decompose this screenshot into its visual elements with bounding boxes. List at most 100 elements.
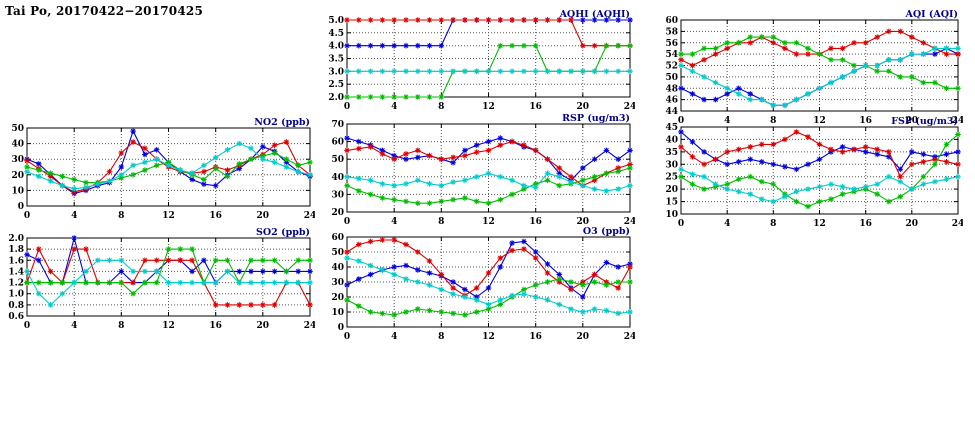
svg-text:8: 8 — [770, 219, 776, 229]
svg-text:0: 0 — [678, 219, 684, 229]
svg-text:70: 70 — [331, 120, 344, 130]
svg-text:20: 20 — [331, 208, 344, 218]
svg-text:20: 20 — [11, 171, 24, 181]
svg-text:0: 0 — [344, 102, 350, 112]
svg-text:25: 25 — [665, 173, 678, 183]
svg-text:20: 20 — [577, 332, 590, 342]
svg-text:50: 50 — [331, 248, 344, 258]
svg-text:24: 24 — [952, 116, 963, 126]
chart-so2: 0 4 8 12 16 20 24 0.6 0.8 1.0 1.2 1.4 1.6 1.8 2.0 SO2 (… — [0, 226, 315, 333]
svg-text:30: 30 — [665, 160, 678, 170]
svg-text:1.0: 1.0 — [8, 290, 24, 300]
svg-text:20: 20 — [257, 321, 270, 331]
svg-text:4: 4 — [391, 332, 397, 342]
svg-text:30: 30 — [331, 190, 344, 200]
svg-text:2.5: 2.5 — [328, 80, 344, 90]
svg-text:4.5: 4.5 — [328, 29, 344, 39]
svg-text:50: 50 — [11, 124, 24, 134]
svg-text:20: 20 — [665, 185, 678, 195]
svg-text:54: 54 — [665, 50, 678, 60]
svg-text:46: 46 — [665, 96, 678, 106]
svg-text:0: 0 — [338, 323, 344, 333]
svg-text:20: 20 — [331, 293, 344, 303]
svg-text:4: 4 — [724, 219, 730, 229]
o3-plot: 0 4 8 12 16 20 24 0 10 20 30 40 50 60 O3 (ppb) — [331, 226, 635, 342]
svg-text:2.0: 2.0 — [328, 93, 344, 103]
so2-plot: 0 4 8 12 16 20 24 0.60.81.01.2 1.41.61.82.0 SO2 (… — [8, 227, 315, 331]
svg-text:24: 24 — [624, 102, 635, 112]
svg-text:12: 12 — [813, 116, 826, 126]
svg-text:O3 (ppb): O3 (ppb) — [583, 226, 630, 237]
svg-text:16: 16 — [529, 332, 542, 342]
svg-text:AQHI (AQHI): AQHI (AQHI) — [559, 9, 630, 20]
svg-text:44: 44 — [665, 107, 678, 117]
svg-text:8: 8 — [438, 332, 444, 342]
svg-text:8: 8 — [118, 321, 124, 331]
no2-plot: 0 4 8 12 16 20 24 0 10 20 30 40 50 NO2 (ppb) — [11, 117, 315, 221]
svg-text:3.0: 3.0 — [328, 67, 344, 77]
svg-text:8: 8 — [770, 116, 776, 126]
svg-text:24: 24 — [624, 217, 635, 227]
svg-text:20: 20 — [577, 217, 590, 227]
svg-text:50: 50 — [665, 73, 678, 83]
svg-text:NO2 (ppb): NO2 (ppb) — [254, 117, 310, 128]
svg-text:16: 16 — [209, 321, 222, 331]
svg-text:20: 20 — [257, 211, 270, 221]
svg-text:3.5: 3.5 — [328, 55, 344, 65]
svg-text:52: 52 — [665, 62, 678, 72]
svg-text:16: 16 — [529, 102, 542, 112]
svg-text:5.0: 5.0 — [328, 16, 344, 26]
svg-text:48: 48 — [665, 84, 678, 94]
svg-text:8: 8 — [438, 217, 444, 227]
svg-text:12: 12 — [482, 217, 495, 227]
svg-text:30: 30 — [331, 278, 344, 288]
svg-text:12: 12 — [482, 102, 495, 112]
svg-text:2.0: 2.0 — [8, 234, 24, 244]
svg-text:8: 8 — [118, 211, 124, 221]
svg-text:30: 30 — [11, 155, 24, 165]
svg-text:10: 10 — [665, 210, 678, 220]
svg-text:40: 40 — [331, 173, 344, 183]
svg-text:40: 40 — [331, 263, 344, 273]
svg-text:10: 10 — [331, 308, 344, 318]
svg-text:24: 24 — [624, 332, 635, 342]
svg-text:15: 15 — [665, 198, 678, 208]
svg-text:24: 24 — [304, 211, 315, 221]
svg-text:58: 58 — [665, 27, 678, 37]
svg-text:1.6: 1.6 — [8, 256, 24, 266]
svg-text:0.6: 0.6 — [8, 312, 24, 322]
chart-aqhi: 0 4 8 12 16 20 24 2.0 2.5 3.0 3.5 4.0 4.5 5.0 AQHI (AQ… — [320, 8, 635, 114]
svg-text:0: 0 — [344, 332, 350, 342]
svg-text:56: 56 — [665, 39, 678, 49]
svg-text:40: 40 — [665, 135, 678, 145]
svg-text:60: 60 — [331, 233, 344, 243]
chart-no2: 0 4 8 12 16 20 24 0 10 20 30 40 50 NO2 (ppb) — [0, 116, 315, 223]
chart-fsp: 0 4 8 12 16 20 24 10 15 20 25 30 35 40 45 FSP (ug/m3) — [654, 115, 963, 231]
svg-text:45: 45 — [665, 123, 678, 133]
svg-text:0: 0 — [678, 116, 684, 126]
svg-text:35: 35 — [665, 148, 678, 158]
chart-o3: 0 4 8 12 16 20 24 0 10 20 30 40 50 60 O3 (ppb) — [320, 225, 635, 344]
svg-text:RSP (ug/m3): RSP (ug/m3) — [562, 113, 630, 124]
svg-text:4.0: 4.0 — [328, 42, 344, 52]
svg-text:4: 4 — [71, 211, 77, 221]
svg-text:4: 4 — [391, 102, 397, 112]
svg-text:0: 0 — [24, 321, 30, 331]
svg-text:12: 12 — [813, 219, 826, 229]
svg-text:60: 60 — [665, 16, 678, 26]
svg-text:4: 4 — [71, 321, 77, 331]
svg-text:4: 4 — [724, 116, 730, 126]
rsp-plot: 0 4 8 12 16 20 24 20 30 40 50 60 70 RSP (ug/m3) — [331, 113, 635, 227]
svg-text:24: 24 — [304, 321, 315, 331]
svg-text:20: 20 — [906, 219, 919, 229]
svg-text:1.2: 1.2 — [8, 279, 24, 289]
svg-text:12: 12 — [162, 321, 175, 331]
svg-text:SO2 (ppb): SO2 (ppb) — [256, 227, 310, 238]
page-title: Tai Po, 20170422−20170425 — [5, 4, 204, 18]
svg-text:40: 40 — [11, 140, 24, 150]
svg-text:1.4: 1.4 — [8, 267, 24, 277]
svg-text:10: 10 — [11, 186, 24, 196]
svg-text:8: 8 — [438, 102, 444, 112]
